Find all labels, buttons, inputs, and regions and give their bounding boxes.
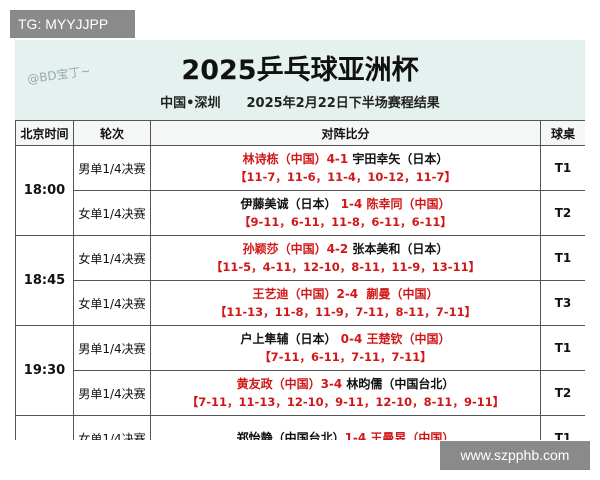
match-row: 18:00 男单1/4决赛 林诗栋（中国）4-1 宇田幸矢（日本） 【11-7，11-… [15, 145, 585, 236]
round-cell: 女单1/4决赛 [73, 415, 151, 440]
site-tag: www.szpphb.com [440, 441, 590, 470]
match-cell: 黄友政（中国）3-4 林昀儒（中国台北） 【7-11，11-13，12-10，9-… [150, 370, 541, 416]
round-cell: 男单1/4决赛 [73, 325, 151, 371]
table-cell: T1 [540, 415, 585, 440]
game-scores: 【9-11，6-11，11-8，6-11，6-11】 [239, 215, 452, 229]
table-cell: T1 [540, 325, 585, 371]
player-segment: 户上隼辅（日本） [240, 332, 337, 346]
round-cell: 男单1/4决赛 [73, 145, 151, 191]
match-cell: 孙颖莎（中国）4-2 张本美和（日本） 【11-5，4-11，12-10，8-11… [150, 235, 541, 281]
time-cell: 18:45 [15, 235, 74, 326]
player-segment: 王艺迪（中国）2-4 蒯曼（中国） [252, 287, 439, 301]
match-cell: 林诗栋（中国）4-1 宇田幸矢（日本） 【11-7，11-6，11-4，10-12… [150, 145, 541, 191]
game-scores: 【11-7，11-6，11-4，10-12，11-7】 [235, 170, 456, 184]
round-cell: 女单1/4决赛 [73, 235, 151, 281]
round-cell: 女单1/4决赛 [73, 190, 151, 236]
player-segment: 宇田幸矢（日本） [348, 152, 449, 166]
player-segment: 1-4 陈幸同（中国） [336, 197, 451, 211]
game-scores: 【11-5，4-11，12-10，8-11，11-9，13-11】 [210, 260, 481, 274]
table-cell: T1 [540, 235, 585, 281]
match-cell: 郑怡静（中国台北）1-4 王曼昱（中国） [150, 415, 541, 440]
player-segment: 郑怡静（中国台北） [236, 431, 345, 440]
player-segment: 0-4 王楚钦（中国） [336, 332, 451, 346]
match-row: 女单1/4决赛 王艺迪（中国）2-4 蒯曼（中国） 【11-13，11-8，11-9… [16, 280, 585, 326]
schedule-table: 北京时间 轮次 对阵比分 球桌 18:00 男单1/4决赛 林诗栋（中国）4-1 宇田幸矢（… [15, 120, 585, 440]
match-row: 女单1/4决赛 伊藤美诚（日本） 1-4 陈幸同（中国） 【9-11，6-11，11… [16, 190, 585, 236]
match-row: 19:30 男单1/4决赛 户上隼辅（日本） 0-4 王楚钦（中国） 【7-11，6-… [15, 325, 585, 416]
players-line: 林诗栋（中国）4-1 宇田幸矢（日本） [151, 150, 540, 168]
match-cell: 伊藤美诚（日本） 1-4 陈幸同（中国） 【9-11，6-11，11-8，6-11… [150, 190, 541, 236]
schedule-sheet: @BD宝丁~ 2025乒乓球亚洲杯 中国•深圳 2025年2月22日下半场赛程结… [15, 40, 585, 440]
column-header: 轮次 [73, 120, 151, 146]
players-line: 户上隼辅（日本） 0-4 王楚钦（中国） [151, 330, 540, 348]
table-cell: T3 [540, 280, 585, 326]
players-line: 黄友政（中国）3-4 林昀儒（中国台北） [151, 375, 540, 393]
title: 2025乒乓球亚洲杯 [181, 55, 419, 86]
match-cell: 王艺迪（中国）2-4 蒯曼（中国） 【11-13，11-8，11-9，7-11，8… [150, 280, 541, 326]
time-cell [15, 415, 74, 440]
channel-tag: TG: MYYJJPP [10, 10, 135, 38]
player-segment: 黄友政（中国）3-4 [236, 377, 343, 391]
match-row: 男单1/4决赛 黄友政（中国）3-4 林昀儒（中国台北） 【7-11，11-13，1… [16, 370, 585, 416]
round-cell: 女单1/4决赛 [73, 280, 151, 326]
player-segment: 1-4 王曼昱（中国） [344, 431, 455, 440]
sheet-header: @BD宝丁~ 2025乒乓球亚洲杯 中国•深圳 2025年2月22日下半场赛程结… [15, 40, 585, 120]
players-line: 孙颖莎（中国）4-2 张本美和（日本） [151, 240, 540, 258]
round-cell: 男单1/4决赛 [73, 370, 151, 416]
match-row: 18:45 女单1/4决赛 孙颖莎（中国）4-2 张本美和（日本） 【11-5，4-1… [15, 235, 585, 326]
game-scores: 【7-11，11-13，12-10，9-11，12-10，8-11，9-11】 [186, 395, 505, 409]
players-line: 郑怡静（中国台北）1-4 王曼昱（中国） [151, 429, 540, 440]
column-header: 北京时间 [15, 120, 74, 146]
player-segment: 林诗栋（中国）4-1 [242, 152, 349, 166]
time-cell: 19:30 [15, 325, 74, 416]
game-scores: 【7-11，6-11，7-11，7-11】 [259, 350, 432, 364]
column-header: 球桌 [540, 120, 585, 146]
player-segment: 伊藤美诚（日本） [240, 197, 337, 211]
header-row: 北京时间 轮次 对阵比分 球桌 [15, 120, 585, 146]
player-segment: 林昀儒（中国台北） [342, 377, 455, 391]
time-cell: 18:00 [15, 145, 74, 236]
column-header: 对阵比分 [150, 120, 541, 146]
player-segment: 孙颖莎（中国）4-2 [242, 242, 349, 256]
subtitle: 中国•深圳 2025年2月22日下半场赛程结果 [160, 96, 440, 111]
table-cell: T2 [540, 370, 585, 416]
match-cell: 户上隼辅（日本） 0-4 王楚钦（中国） 【7-11，6-11，7-11，7-11… [150, 325, 541, 371]
players-line: 王艺迪（中国）2-4 蒯曼（中国） [151, 285, 540, 303]
match-row: 女单1/4决赛 郑怡静（中国台北）1-4 王曼昱（中国） T1 [15, 415, 585, 440]
game-scores: 【11-13，11-8，11-9，7-11，8-11，7-11】 [214, 305, 477, 319]
players-line: 伊藤美诚（日本） 1-4 陈幸同（中国） [151, 195, 540, 213]
table-cell: T1 [540, 145, 585, 191]
player-segment: 张本美和（日本） [348, 242, 449, 256]
table-cell: T2 [540, 190, 585, 236]
